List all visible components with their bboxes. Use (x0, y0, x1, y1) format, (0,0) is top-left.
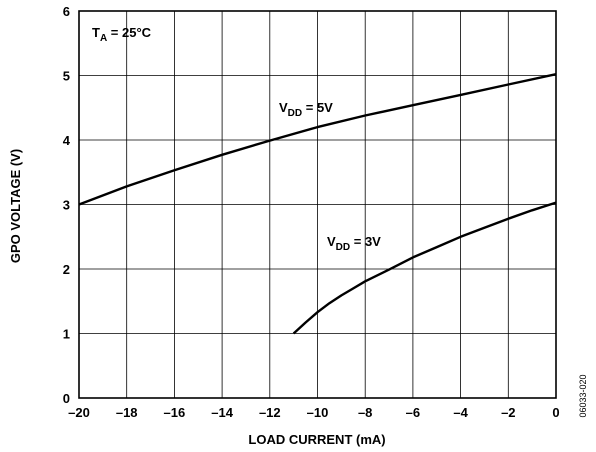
x-tick-label: –16 (164, 405, 186, 420)
x-tick-label: –2 (501, 405, 515, 420)
x-tick-label: 0 (552, 405, 559, 420)
x-tick-label: –4 (453, 405, 468, 420)
series-line-vdd5 (78, 73, 557, 206)
figure-id: 06033-020 (578, 374, 588, 417)
y-tick-label: 1 (63, 327, 70, 342)
y-tick-label: 2 (63, 262, 70, 277)
y-tick-labels: 0 1 2 3 4 5 6 (63, 4, 71, 406)
x-tick-label: –6 (406, 405, 420, 420)
y-axis-title: GPO VOLTAGE (V) (8, 149, 23, 263)
temperature-annotation: TA = 25°C (92, 25, 152, 44)
x-tick-label: –8 (358, 405, 372, 420)
x-axis-title: LOAD CURRENT (mA) (248, 432, 385, 447)
y-tick-label: 5 (63, 69, 70, 84)
x-tick-label: –14 (211, 405, 233, 420)
series-line-vdd3 (292, 201, 557, 335)
vdd3-label: VDD = 3V (327, 234, 381, 253)
x-tick-labels: –20 –18 –16 –14 –12 –10 –8 –6 –4 –2 0 (68, 405, 559, 420)
grid (79, 11, 556, 398)
y-tick-label: 6 (63, 4, 70, 19)
x-tick-label: –20 (68, 405, 90, 420)
y-tick-label: 4 (63, 133, 71, 148)
y-tick-label: 3 (63, 198, 70, 213)
series-layer (78, 73, 557, 335)
y-tick-label: 0 (63, 391, 70, 406)
x-tick-label: –10 (307, 405, 329, 420)
vdd5-label: VDD = 5V (279, 100, 333, 119)
x-tick-label: –18 (116, 405, 138, 420)
x-tick-label: –12 (259, 405, 281, 420)
